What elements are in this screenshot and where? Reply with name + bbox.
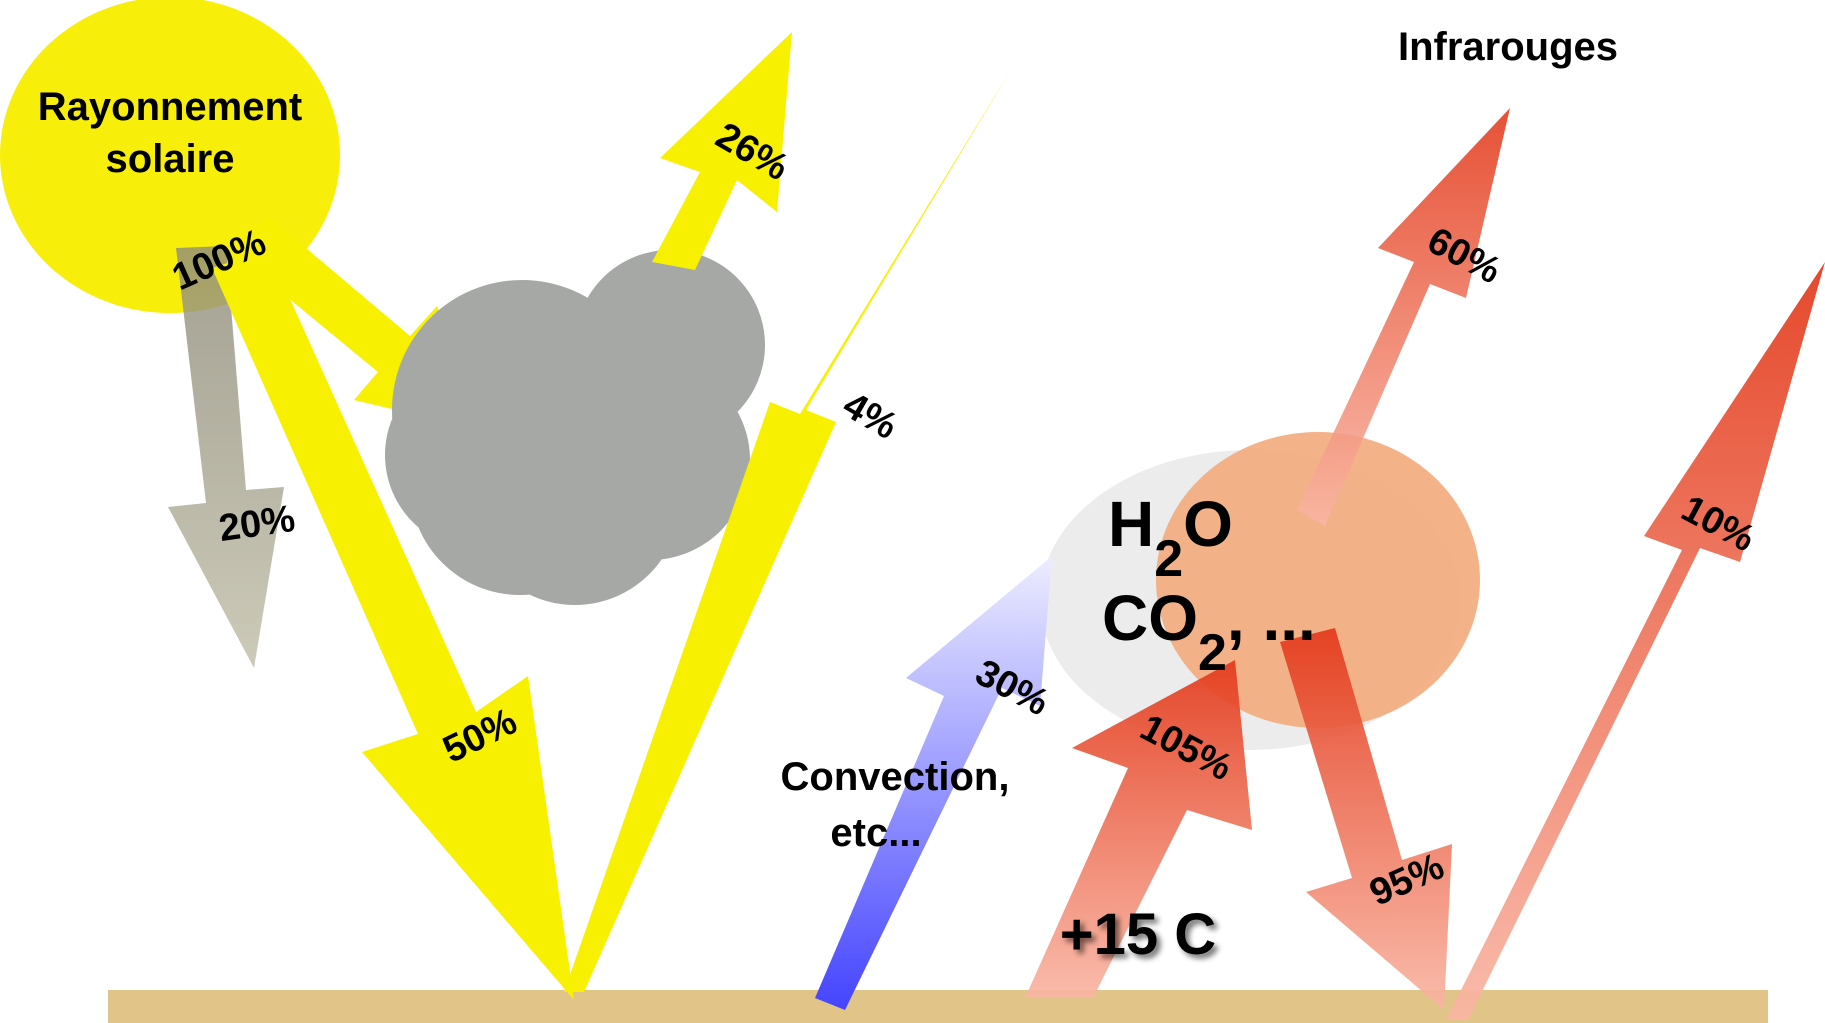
ir-to-space-arrow: [1297, 108, 1510, 526]
back-radiation-arrow: [1280, 628, 1452, 1010]
reflected-surface-pct: 4%: [836, 384, 905, 448]
ir-window-arrow: [1446, 262, 1825, 1020]
surface-temp-shadow: +15 C: [1064, 906, 1220, 971]
absorbed-surface-arrow: [212, 250, 574, 1000]
absorbed-atmosphere-pct: 20%: [216, 498, 297, 550]
convection-arrow: [815, 556, 1052, 1010]
ground-surface: [108, 990, 1768, 1023]
co2-formula: CO2, ...: [1102, 582, 1316, 682]
greenhouse-gas-cloud: [1156, 432, 1480, 728]
surface-emission-arrow: [1025, 660, 1252, 998]
sun-label-line2: solaire: [106, 137, 235, 181]
surface-temp-label: +15 C: [1060, 902, 1216, 967]
h2o-formula: H2O: [1108, 488, 1233, 588]
sun-label-line1: Rayonnement: [38, 85, 303, 129]
reflected-clouds-arrow: [652, 32, 792, 270]
infrared-label: Infrarouges: [1398, 25, 1618, 69]
convection-label-line1: Convection,: [781, 755, 1010, 799]
reflected-surface-arrow: [564, 68, 1012, 992]
absorbed-atmosphere-arrow: [168, 246, 284, 668]
convection-label-line2: etc...: [830, 811, 921, 855]
cloud: [385, 250, 765, 605]
